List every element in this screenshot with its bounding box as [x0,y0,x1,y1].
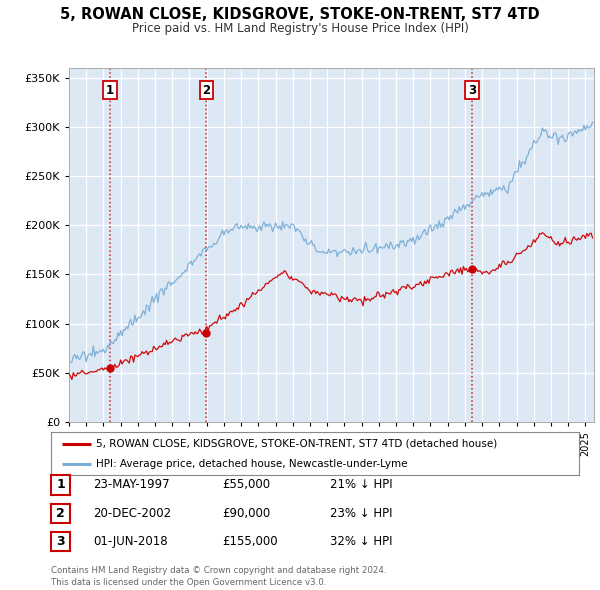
Text: 1: 1 [106,84,114,97]
Text: 1: 1 [56,478,65,491]
Text: 23-MAY-1997: 23-MAY-1997 [93,478,170,491]
Text: HPI: Average price, detached house, Newcastle-under-Lyme: HPI: Average price, detached house, Newc… [96,460,407,469]
Text: 20-DEC-2002: 20-DEC-2002 [93,507,171,520]
Text: 2: 2 [202,84,210,97]
Text: £90,000: £90,000 [222,507,270,520]
Text: £55,000: £55,000 [222,478,270,491]
Text: 01-JUN-2018: 01-JUN-2018 [93,535,167,548]
Text: Contains HM Land Registry data © Crown copyright and database right 2024.
This d: Contains HM Land Registry data © Crown c… [51,566,386,587]
Text: 5, ROWAN CLOSE, KIDSGROVE, STOKE-ON-TRENT, ST7 4TD: 5, ROWAN CLOSE, KIDSGROVE, STOKE-ON-TREN… [60,7,540,22]
Text: 3: 3 [468,84,476,97]
Text: £155,000: £155,000 [222,535,278,548]
Text: Price paid vs. HM Land Registry's House Price Index (HPI): Price paid vs. HM Land Registry's House … [131,22,469,35]
Text: 32% ↓ HPI: 32% ↓ HPI [330,535,392,548]
Text: 3: 3 [56,535,65,548]
Text: 5, ROWAN CLOSE, KIDSGROVE, STOKE-ON-TRENT, ST7 4TD (detached house): 5, ROWAN CLOSE, KIDSGROVE, STOKE-ON-TREN… [96,439,497,449]
Text: 23% ↓ HPI: 23% ↓ HPI [330,507,392,520]
Text: 2: 2 [56,507,65,520]
Text: 21% ↓ HPI: 21% ↓ HPI [330,478,392,491]
